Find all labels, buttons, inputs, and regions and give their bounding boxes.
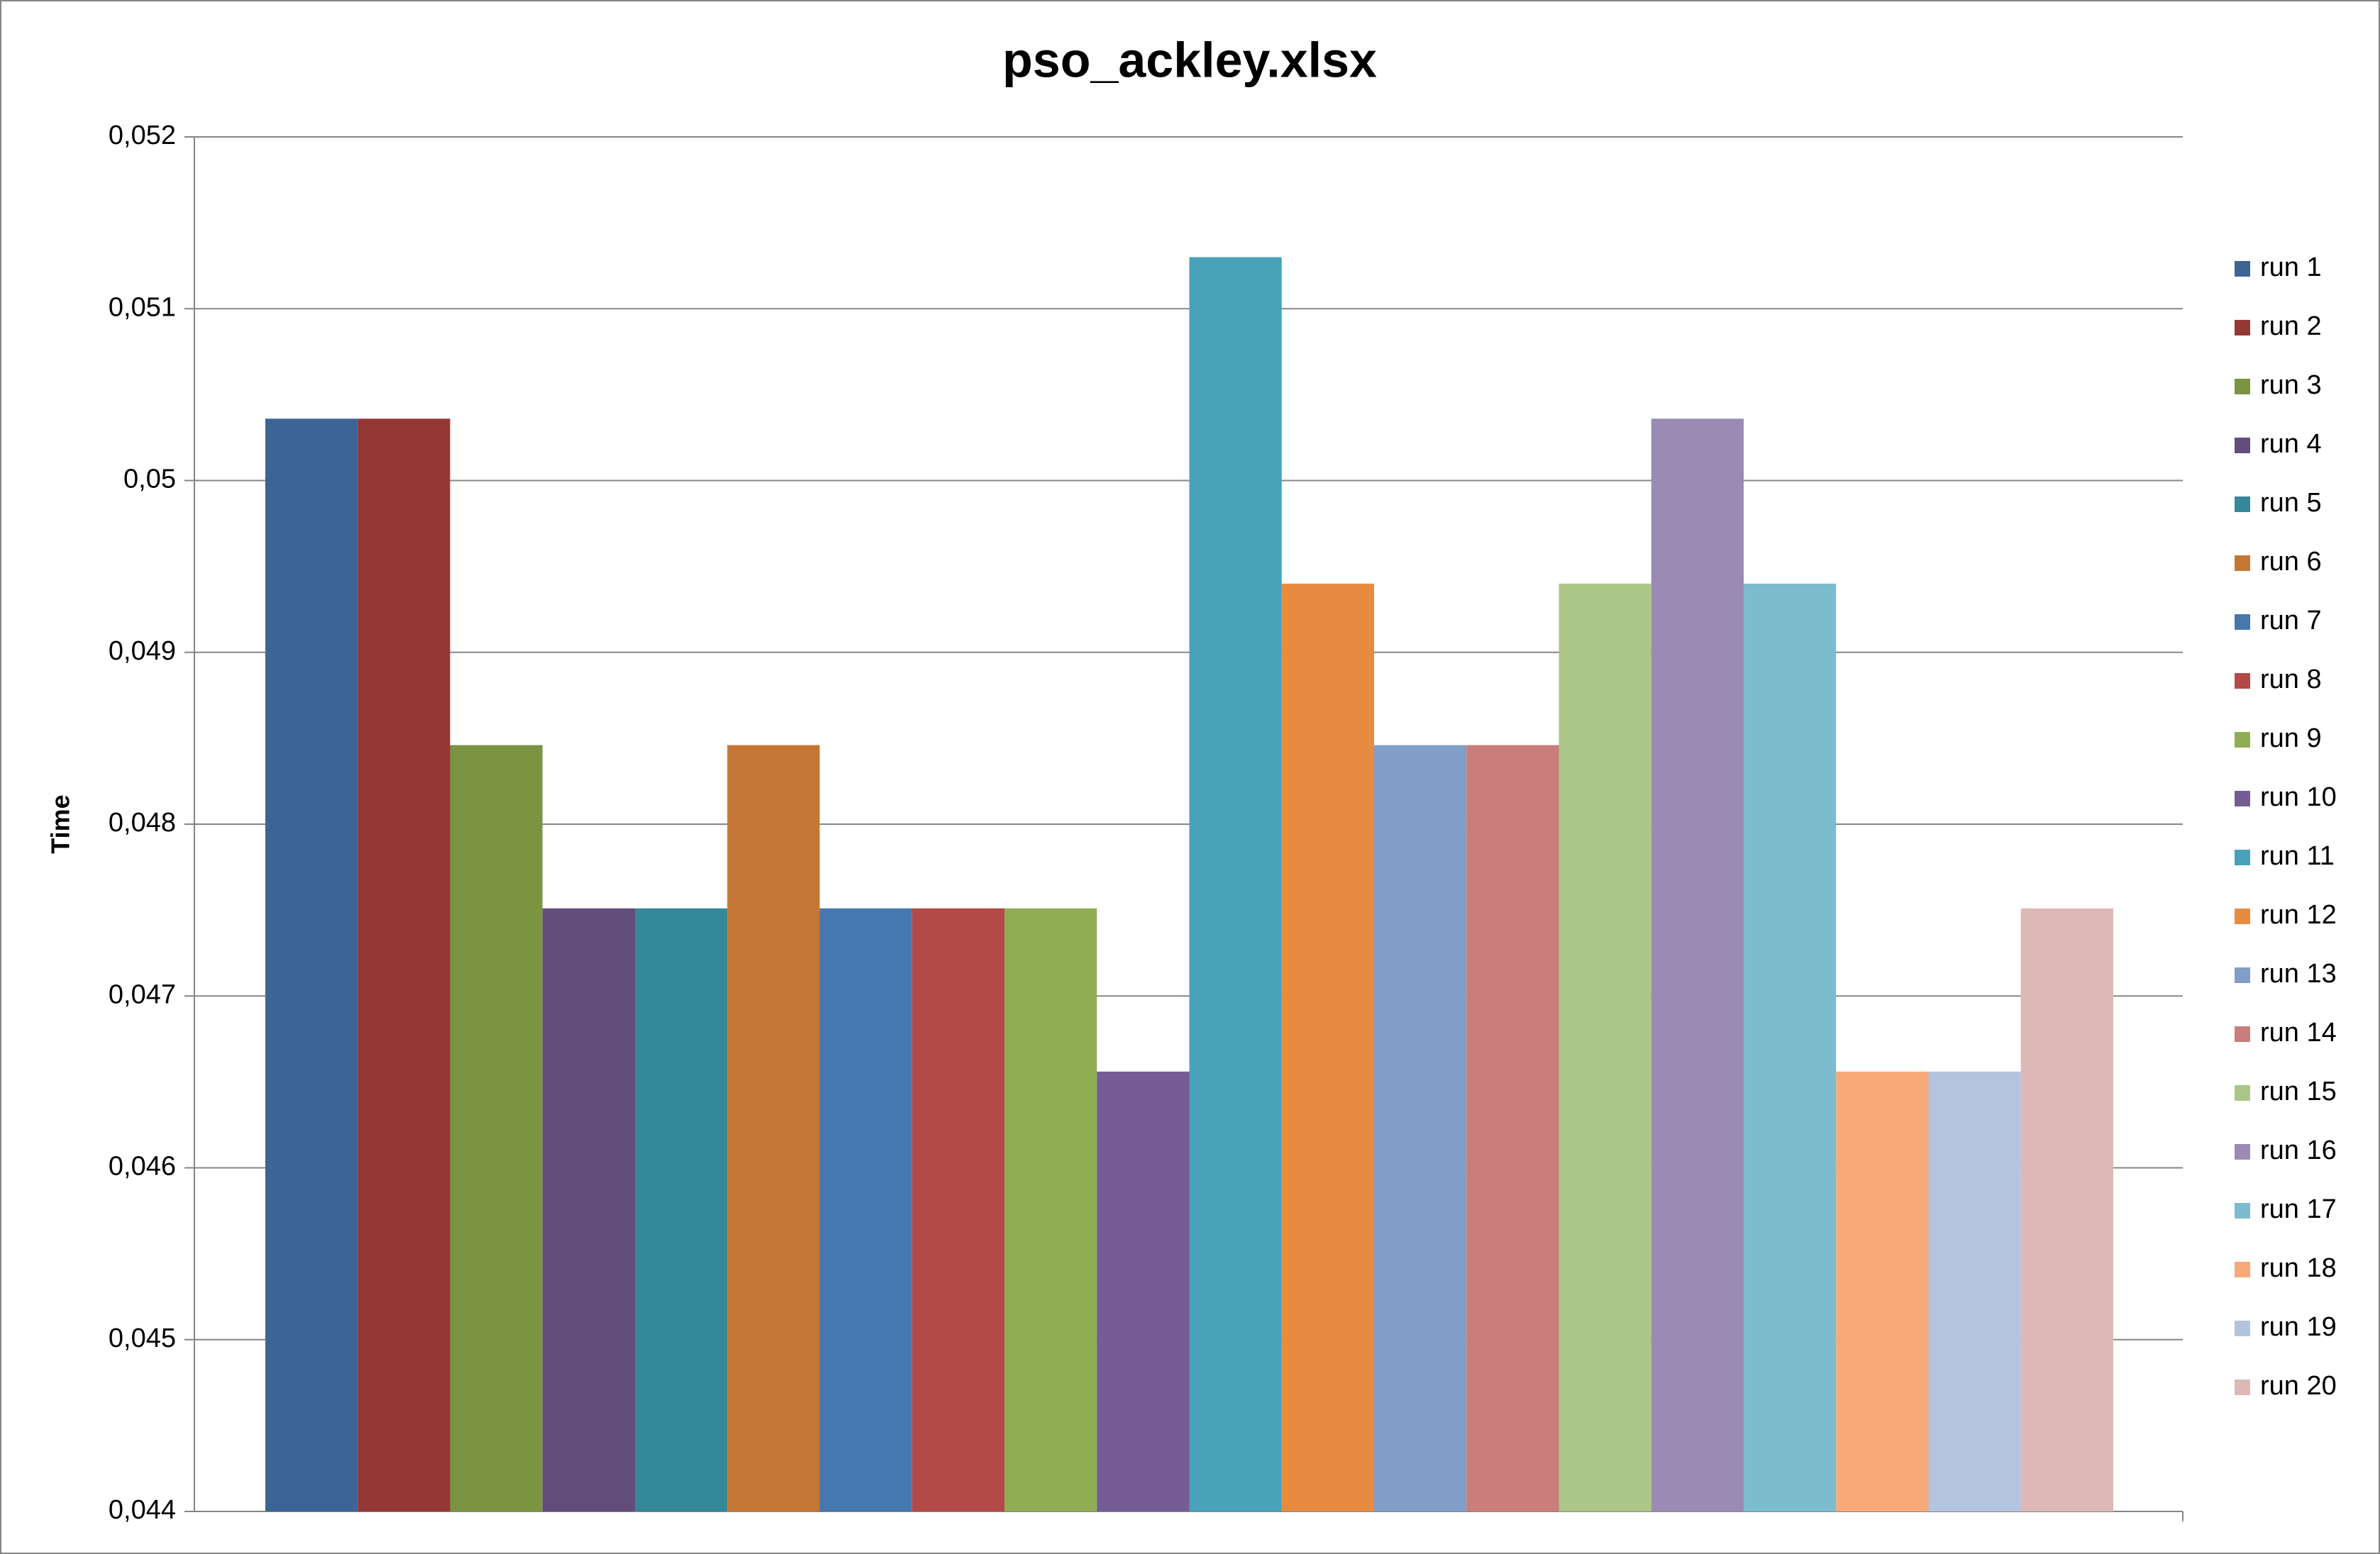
legend-label: run 16 bbox=[2260, 1136, 2337, 1165]
y-tick-label: 0,052 bbox=[109, 121, 176, 150]
y-tick-label: 0,044 bbox=[109, 1495, 176, 1525]
legend-swatch bbox=[2235, 850, 2250, 865]
bar bbox=[727, 745, 820, 1511]
bar bbox=[1466, 745, 1559, 1511]
legend-swatch bbox=[2235, 1321, 2250, 1336]
y-tick-label: 0,049 bbox=[109, 636, 176, 666]
legend-label: run 17 bbox=[2260, 1194, 2337, 1224]
legend-label: run 11 bbox=[2260, 841, 2335, 871]
legend-swatch bbox=[2235, 732, 2250, 748]
legend-swatch bbox=[2235, 673, 2250, 689]
bar bbox=[912, 908, 1004, 1511]
bar bbox=[2020, 908, 2113, 1511]
bar bbox=[1744, 583, 1837, 1511]
legend-swatch bbox=[2235, 1262, 2250, 1277]
chart-title: pso_ackley.xlsx bbox=[1002, 32, 1377, 87]
legend-label: run 6 bbox=[2260, 547, 2322, 577]
legend-label: run 9 bbox=[2260, 723, 2322, 753]
y-tick-label: 0,047 bbox=[109, 979, 176, 1009]
legend-label: run 14 bbox=[2260, 1018, 2337, 1048]
bar bbox=[1836, 1071, 1929, 1511]
legend-label: run 2 bbox=[2260, 311, 2322, 341]
legend-swatch bbox=[2235, 1085, 2250, 1101]
legend-swatch bbox=[2235, 1203, 2250, 1219]
y-tick-label: 0,05 bbox=[123, 465, 176, 494]
legend-label: run 12 bbox=[2260, 900, 2337, 930]
y-tick-label: 0,051 bbox=[109, 292, 176, 322]
bar bbox=[1928, 1071, 2021, 1511]
legend-label: run 13 bbox=[2260, 959, 2337, 989]
bar bbox=[635, 908, 728, 1511]
legend-swatch bbox=[2235, 1144, 2250, 1160]
legend-swatch bbox=[2235, 909, 2250, 924]
y-tick-label: 0,048 bbox=[109, 808, 176, 838]
legend-label: run 10 bbox=[2260, 782, 2337, 812]
legend-label: run 5 bbox=[2260, 488, 2322, 518]
legend-label: run 4 bbox=[2260, 429, 2322, 459]
legend-label: run 1 bbox=[2260, 252, 2322, 282]
bar bbox=[819, 908, 912, 1511]
legend-label: run 20 bbox=[2260, 1371, 2337, 1401]
bar bbox=[1559, 583, 1651, 1511]
legend-label: run 18 bbox=[2260, 1253, 2337, 1283]
bar bbox=[1004, 908, 1097, 1511]
legend-swatch bbox=[2235, 379, 2250, 394]
legend-swatch bbox=[2235, 791, 2250, 806]
y-axis-label: Time bbox=[46, 794, 75, 853]
legend-swatch bbox=[2235, 1026, 2250, 1042]
legend-label: run 3 bbox=[2260, 370, 2322, 400]
y-tick-label: 0,046 bbox=[109, 1152, 176, 1182]
bar bbox=[1189, 257, 1282, 1512]
bar bbox=[1097, 1071, 1190, 1511]
legend-label: run 19 bbox=[2260, 1312, 2337, 1342]
bar bbox=[542, 908, 635, 1511]
bar bbox=[450, 745, 543, 1511]
bar bbox=[1281, 583, 1374, 1511]
bar bbox=[358, 418, 450, 1511]
legend-label: run 15 bbox=[2260, 1077, 2337, 1106]
legend-label: run 7 bbox=[2260, 606, 2322, 636]
bar bbox=[1374, 745, 1467, 1511]
legend-swatch bbox=[2235, 555, 2250, 571]
legend-swatch bbox=[2235, 967, 2250, 983]
legend-swatch bbox=[2235, 261, 2250, 277]
legend-swatch bbox=[2235, 1380, 2250, 1395]
legend-swatch bbox=[2235, 438, 2250, 453]
legend-swatch bbox=[2235, 496, 2250, 512]
bar bbox=[265, 418, 358, 1511]
legend-swatch bbox=[2235, 320, 2250, 335]
legend-label: run 8 bbox=[2260, 665, 2322, 694]
bar bbox=[1651, 418, 1744, 1511]
y-tick-label: 0,045 bbox=[109, 1323, 176, 1353]
legend-swatch bbox=[2235, 614, 2250, 630]
